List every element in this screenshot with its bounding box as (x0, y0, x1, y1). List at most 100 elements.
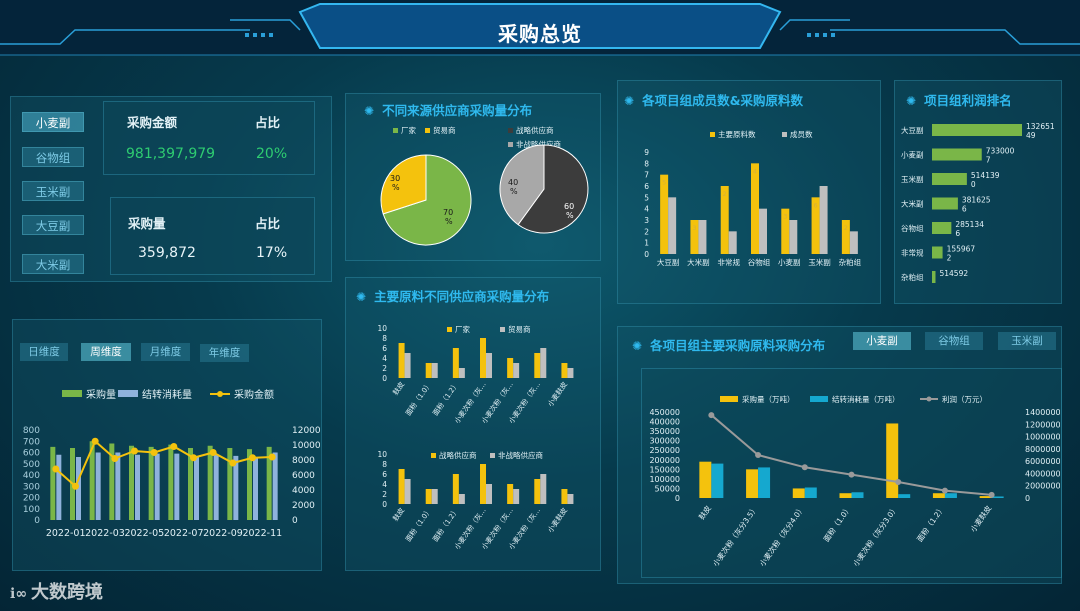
profit-bar (932, 246, 943, 259)
category-button-1[interactable]: 谷物组 (22, 147, 84, 167)
y-tick-label: 200000 (649, 456, 680, 465)
trend-panel (12, 319, 322, 571)
x-tick-label: 2022-01 (46, 528, 86, 539)
y-tick-label: 400 (23, 471, 40, 481)
x-tick-label: 面粉（1.0） (404, 380, 434, 417)
bar (534, 479, 541, 504)
x-tick-label: 小麦次粉（灰分4.0） (757, 503, 806, 568)
bar (404, 353, 411, 378)
profit-value-label: 0 (971, 180, 976, 189)
kpi-qty-value: 359,872 (138, 245, 196, 261)
data-label: 4 (753, 167, 757, 175)
time-tab-2[interactable]: 月维度 (141, 343, 190, 361)
gear-icon: ✺ (632, 339, 643, 353)
bar-purchase (266, 446, 272, 520)
profit-value-label: 7 (986, 156, 991, 165)
kpi-qty-label: 采购量 (128, 216, 166, 231)
bar-consumption (944, 493, 957, 498)
group-tab-0[interactable]: 小麦副 (853, 332, 911, 350)
category-button-0[interactable]: 小麦副 (22, 112, 84, 132)
y2-tick-label: 10000000 (1025, 433, 1060, 442)
point-amount (170, 443, 178, 450)
category-button-3[interactable]: 大豆副 (22, 215, 84, 235)
group-tab-1[interactable]: 谷物组 (925, 332, 983, 350)
y-tick-label: 8 (382, 460, 387, 469)
point-profit (801, 464, 808, 471)
x-tick-label: 小麦麸皮 (546, 380, 569, 408)
bar (480, 338, 486, 378)
bar-purchase (746, 469, 759, 498)
point-amount (150, 449, 158, 456)
point-amount (190, 454, 197, 462)
y-tick-label: 2 (644, 227, 649, 236)
pie-slice-label: 70 (443, 208, 453, 217)
legend-swatch (118, 390, 138, 397)
bar-consumption (804, 487, 817, 498)
x-tick-label: 非常规 (717, 257, 740, 267)
y2-tick-label: 2000000 (1025, 482, 1060, 491)
kpi-amount-ratio-label: 占比 (255, 115, 281, 130)
x-tick-label: 小麦次粉（灰分3.0） (850, 503, 899, 568)
bar (698, 220, 707, 254)
pie-slice-label: % (392, 183, 400, 192)
bar (789, 220, 798, 254)
y-tick-label: 450000 (649, 408, 680, 417)
y-tick-label: 100 (23, 505, 40, 515)
bar (561, 363, 568, 378)
bar (507, 358, 514, 378)
bar-consumption (272, 452, 278, 520)
bar-purchase (129, 445, 134, 520)
profit-bar (932, 124, 1022, 136)
legend-swatch (490, 453, 495, 458)
point-amount (91, 437, 99, 445)
data-label: 2 (723, 190, 727, 198)
x-tick-label: 谷物组 (748, 257, 771, 267)
pie-slice-label: % (510, 187, 518, 196)
gear-icon: ✺ (906, 94, 917, 108)
bar (781, 208, 790, 254)
x-tick-label: 面粉（1.0） (821, 503, 853, 543)
point-profit (895, 479, 902, 486)
bar (567, 368, 574, 378)
data-label: 3 (692, 224, 696, 232)
group-material-panel (617, 326, 1062, 584)
profit-value-label: 155967 (947, 245, 976, 254)
profit-bar (932, 173, 967, 185)
y2-tick-label: 0 (292, 516, 298, 526)
pie-legend-swatch (393, 128, 398, 133)
bar-purchase (886, 423, 899, 498)
bar (480, 464, 486, 504)
y2-tick-label: 4000 (292, 486, 315, 496)
x-tick-label: 2022-09 (203, 528, 243, 539)
y2-tick-label: 2000 (292, 501, 315, 511)
watermark: ℹ∞ 大数跨境 (10, 578, 103, 604)
y-tick-label: 4 (644, 205, 649, 214)
kpi-amount-label: 采购金额 (127, 115, 178, 130)
bar (452, 348, 459, 378)
member-chart: 主要原料数 成员数 0 1 2 3 4 5 6 7 8 9 5 大豆副 3 大米副 2 非常规 4 谷物组 3 小麦副 6 玉… (644, 129, 861, 267)
bar-purchase (50, 446, 56, 520)
legend-label: 贸易商 (508, 324, 531, 334)
category-button-4[interactable]: 大米副 (22, 254, 84, 274)
x-tick-label: 面粉（1.2） (431, 506, 461, 543)
profit-category-label: 大米副 (901, 199, 924, 209)
legend-marker (217, 391, 223, 397)
bar-consumption (115, 452, 121, 520)
category-button-2[interactable]: 玉米副 (22, 181, 84, 201)
pie-slice-label: 40 (508, 178, 518, 187)
bar (507, 484, 514, 504)
point-profit (988, 491, 995, 498)
group-tab-2[interactable]: 玉米副 (998, 332, 1056, 350)
member-count-title-text: 各项目组成员数&采购原料数 (642, 93, 803, 108)
time-tab-0[interactable]: 日维度 (20, 343, 68, 361)
legend-swatch (782, 132, 787, 137)
pie-legend-label: 战略供应商 (516, 125, 554, 135)
pie-legend-label: 非战略供应商 (516, 139, 561, 149)
bar (540, 474, 547, 504)
bar-purchase (89, 441, 95, 520)
y-tick-label: 400000 (649, 418, 680, 427)
pie-slice (499, 144, 545, 226)
time-tab-1[interactable]: 周维度 (81, 343, 131, 361)
time-tab-3[interactable]: 年维度 (200, 344, 249, 362)
y2-tick-label: 6000 (292, 471, 315, 481)
